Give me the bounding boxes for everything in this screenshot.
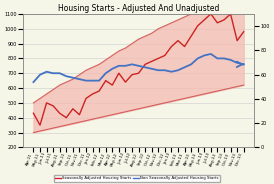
Legend: Seasonally Adjusted Housing Starts, Non Seasonally Adjusted Housing Starts: Seasonally Adjusted Housing Starts, Non …	[53, 175, 221, 182]
Title: Housing Starts - Adjusted And Unadjusted: Housing Starts - Adjusted And Unadjusted	[58, 4, 219, 13]
